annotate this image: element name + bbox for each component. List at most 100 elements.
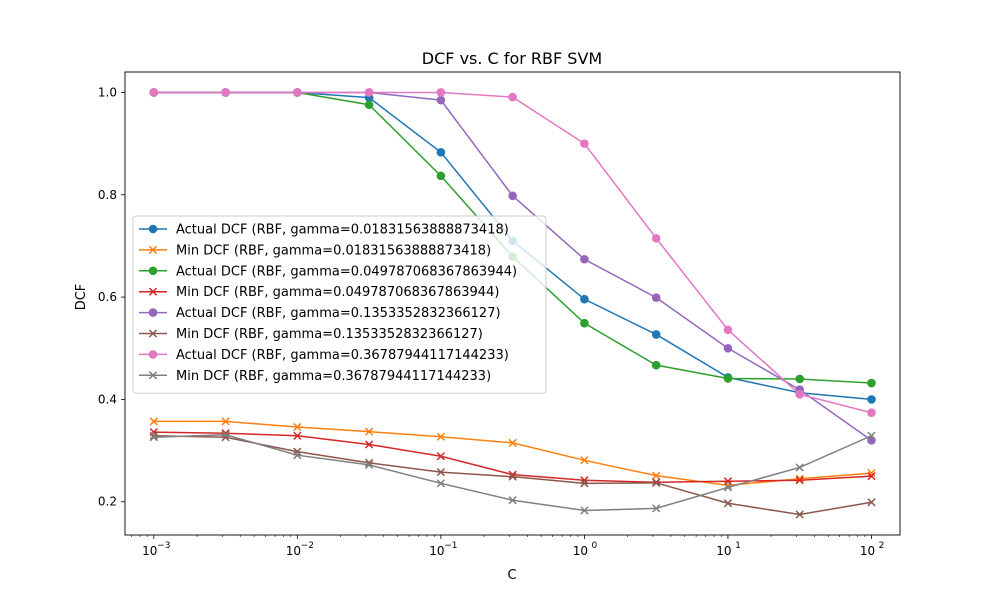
legend-label: Min DCF (RBF, gamma=0.049787068367863944… (176, 285, 499, 300)
data-point (795, 474, 804, 483)
data-point (795, 476, 804, 485)
data-point (580, 506, 589, 515)
data-point (651, 330, 661, 339)
legend: Actual DCF (RBF, gamma=0.018315638888734… (132, 215, 547, 394)
series-layer (149, 88, 876, 519)
x-tick-label: 10 (573, 544, 588, 558)
data-point (221, 430, 230, 439)
data-point (436, 452, 446, 461)
legend-item: Min DCF (RBF, gamma=0.01831563888873418) (139, 243, 491, 258)
y-tick-label: 0.8 (98, 188, 117, 202)
legend-marker (148, 329, 158, 338)
data-point (293, 431, 302, 440)
legend-marker (148, 224, 158, 234)
y-tick-label: 0.4 (98, 392, 117, 406)
data-point (867, 468, 876, 478)
data-point (723, 325, 733, 335)
data-point (508, 438, 517, 448)
series-2 (149, 417, 876, 490)
data-point (795, 463, 804, 472)
data-point (867, 498, 876, 507)
legend-label: Actual DCF (RBF, gamma=0.135335283236612… (176, 306, 501, 321)
data-point (149, 417, 158, 426)
data-point (651, 360, 661, 370)
data-point (867, 378, 876, 388)
data-point (508, 472, 517, 481)
data-point (436, 467, 446, 477)
series-7 (149, 88, 876, 418)
legend-marker (148, 308, 158, 317)
data-point (580, 139, 589, 148)
data-point (867, 472, 876, 481)
data-point (652, 471, 661, 480)
data-point (436, 88, 446, 97)
data-point (436, 432, 446, 441)
legend-box (132, 215, 547, 394)
legend-item: Actual DCF (RBF, gamma=0.367879441171442… (139, 348, 509, 363)
x-axis-label: C (507, 568, 516, 583)
legend-item: Min DCF (RBF, gamma=0.1353352832366127) (139, 327, 483, 342)
data-point (580, 254, 589, 264)
x-tick-label-exponent: 0 (592, 541, 598, 551)
data-point (580, 294, 589, 304)
data-point (795, 374, 805, 384)
legend-marker (148, 371, 158, 380)
data-point (293, 88, 302, 97)
data-point (436, 171, 446, 181)
data-point (723, 499, 733, 508)
data-point (364, 88, 374, 97)
data-point (364, 427, 374, 436)
x-tick-label-exponent: −3 (157, 541, 170, 551)
data-point (580, 318, 589, 328)
data-point (867, 408, 876, 418)
y-tick-label: 0.6 (98, 290, 117, 304)
data-point (652, 478, 661, 487)
x-tick-label: 10 (429, 544, 444, 558)
data-point (580, 479, 589, 488)
legend-marker (148, 245, 158, 255)
legend-marker (148, 350, 158, 359)
legend-item: Actual DCF (RBF, gamma=0.135335283236612… (139, 306, 501, 321)
legend-label: Min DCF (RBF, gamma=0.36787944117144233) (176, 369, 491, 384)
data-point (508, 191, 517, 201)
legend-item: Min DCF (RBF, gamma=0.36787944117144233) (139, 369, 491, 384)
x-tick-label: 10 (286, 544, 301, 558)
legend-label: Min DCF (RBF, gamma=0.1353352832366127) (176, 327, 483, 342)
data-point (723, 477, 733, 486)
data-point (364, 440, 374, 449)
data-point (867, 431, 876, 440)
x-tick-label-exponent: 2 (879, 541, 885, 551)
legend-marker (148, 266, 158, 276)
data-point (293, 451, 302, 460)
legend-label: Actual DCF (RBF, gamma=0.049787068367863… (176, 264, 517, 279)
y-tick-label: 1.0 (98, 85, 117, 99)
data-point (651, 293, 661, 302)
legend-item: Actual DCF (RBF, gamma=0.049787068367863… (139, 264, 517, 279)
data-point (293, 422, 302, 432)
legend-label: Actual DCF (RBF, gamma=0.018315638888734… (176, 223, 509, 238)
data-point (723, 374, 733, 383)
legend-item: Actual DCF (RBF, gamma=0.018315638888734… (139, 223, 509, 238)
data-point (436, 479, 446, 488)
axes: 10 −3 10 −2 10 −1 10 0 10 1 10 20.20.40.60.81.0 (98, 71, 901, 558)
data-point (723, 343, 733, 353)
data-point (149, 431, 158, 440)
data-point (651, 233, 661, 243)
data-point (508, 92, 517, 102)
data-point (364, 100, 374, 110)
legend-item: Min DCF (RBF, gamma=0.049787068367863944… (139, 285, 499, 300)
data-point (149, 88, 159, 97)
y-axis-label: DCF (74, 284, 89, 311)
data-point (364, 460, 374, 470)
x-tick-label: 10 (860, 544, 875, 558)
legend-label: Actual DCF (RBF, gamma=0.367879441171442… (176, 348, 509, 363)
legend-marker (148, 287, 158, 296)
plot-frame (124, 71, 901, 536)
x-tick-label: 10 (716, 544, 731, 558)
y-tick-label: 0.2 (98, 495, 117, 509)
data-point (221, 417, 230, 426)
data-point (436, 95, 446, 105)
x-tick-label: 10 (142, 544, 157, 558)
legend-label: Min DCF (RBF, gamma=0.01831563888873418) (176, 243, 491, 258)
